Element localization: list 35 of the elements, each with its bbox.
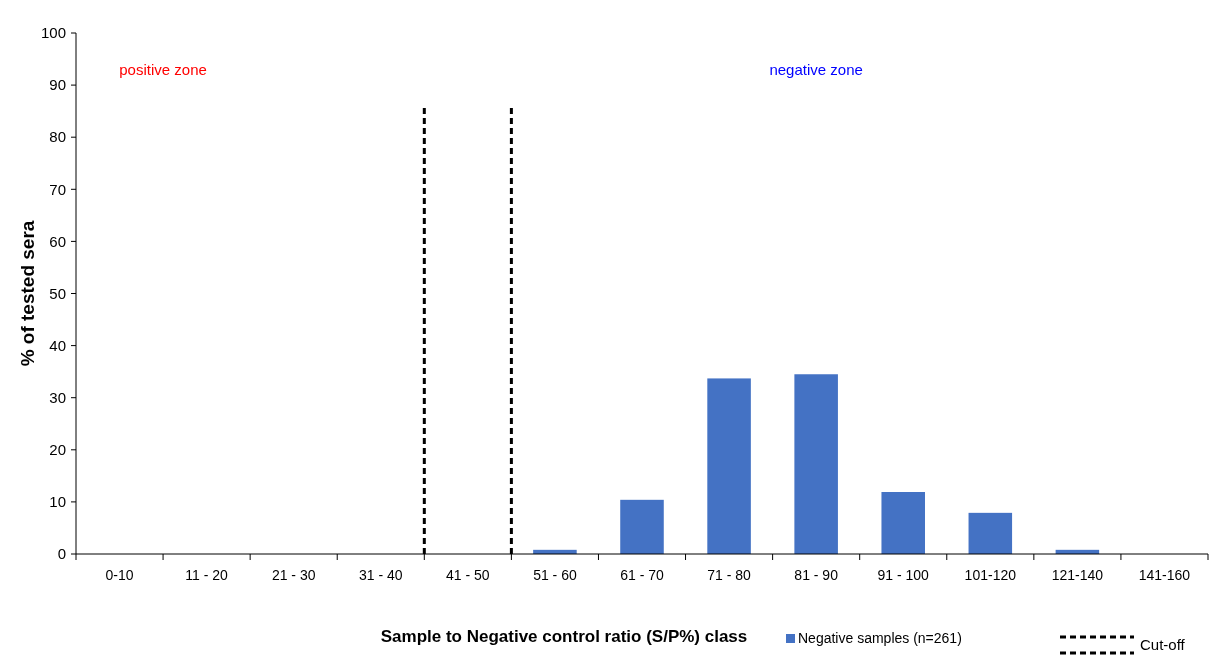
y-tick-label: 80: [49, 128, 66, 146]
bar: [707, 378, 751, 554]
x-tick-label: 81 - 90: [794, 567, 839, 583]
x-tick-label: 121-140: [1051, 567, 1104, 583]
bar: [968, 512, 1013, 554]
x-axis-title: Sample to Negative control ratio (S/P%) class: [380, 627, 748, 646]
y-tick-label: 0: [57, 545, 66, 563]
annotation: positive zone: [119, 60, 207, 78]
y-tick-label: 20: [49, 441, 66, 459]
y-tick-label: 10: [49, 493, 66, 511]
y-axis-title: % of tested sera: [17, 220, 38, 367]
legend-label: Negative samples (n=261): [798, 630, 962, 646]
x-tick-label: 0-10: [105, 567, 134, 583]
x-tick-label: 41 - 50: [446, 567, 490, 583]
x-tick-label: 71 - 80: [707, 567, 752, 583]
annotation: negative zone: [769, 60, 863, 78]
y-tick-label: 40: [49, 336, 66, 354]
x-tick-label: 31 - 40: [358, 567, 403, 583]
x-tick-label: 141-160: [1138, 567, 1191, 583]
text: Cut-off: [1140, 636, 1186, 653]
y-tick-label: 60: [49, 232, 66, 250]
bar: [620, 499, 664, 554]
y-tick-label: 70: [49, 180, 66, 198]
bar: [881, 492, 925, 554]
bar: [794, 374, 838, 554]
x-tick-label: 101-120: [964, 567, 1017, 583]
x-tick-label: 11 - 20: [185, 567, 229, 583]
y-tick-label: 50: [49, 284, 66, 302]
y-tick-label: 30: [49, 388, 66, 406]
y-tick-label: 90: [49, 76, 66, 94]
x-tick-label: 21 - 30: [271, 567, 316, 583]
x-tick-label: 91 - 100: [877, 567, 930, 583]
y-tick-label: 100: [40, 24, 66, 42]
x-tick-label: 51 - 60: [533, 567, 577, 583]
x-tick-label: 61 - 70: [620, 567, 664, 583]
